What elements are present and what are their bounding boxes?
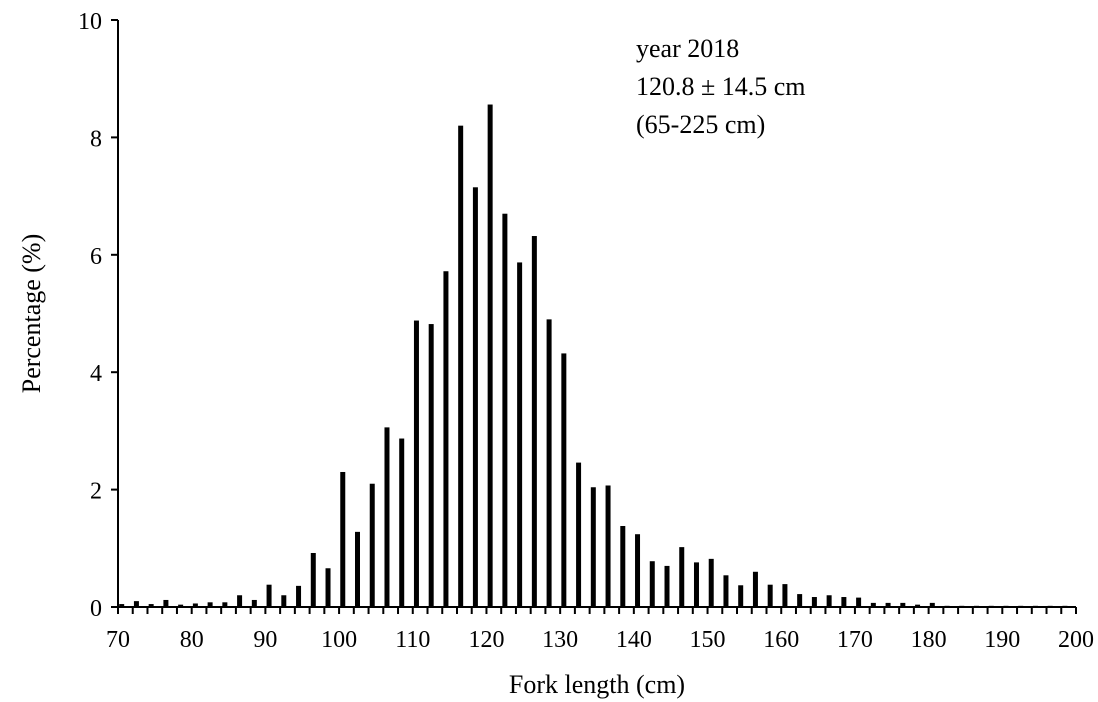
bar-94 (296, 585, 302, 607)
y-tick-label: 4 (90, 361, 102, 387)
bar-148 (693, 562, 699, 607)
x-tick-label: 110 (395, 627, 430, 653)
y-tick-label: 6 (90, 244, 102, 270)
bar-118 (472, 187, 478, 608)
x-tick-label: 170 (837, 627, 873, 653)
bar-132 (576, 462, 582, 607)
bar-70 (119, 604, 125, 607)
bar-116 (458, 125, 464, 607)
bar-144 (664, 565, 670, 607)
bar-110 (413, 320, 419, 607)
bar-120 (487, 104, 493, 607)
y-ticks-group: 0 2 4 6 8 10 (78, 9, 118, 622)
bar-76 (163, 599, 169, 607)
bar-172 (870, 602, 876, 607)
bar-166 (826, 595, 832, 607)
y-tick-label: 2 (90, 479, 102, 505)
bar-92 (281, 595, 287, 607)
bar-90 (266, 584, 272, 607)
y-tick-label: 8 (90, 126, 102, 152)
bar-80 (192, 603, 198, 607)
bar-128 (546, 319, 552, 607)
y-tick-label: 10 (78, 9, 102, 35)
x-tick-label: 190 (984, 627, 1020, 653)
bar-168 (841, 597, 847, 607)
bar-122 (502, 213, 508, 607)
bar-164 (811, 597, 817, 607)
bar-112 (428, 324, 434, 607)
bar-84 (222, 602, 228, 607)
bar-178 (915, 604, 921, 607)
x-tick-label: 180 (911, 627, 947, 653)
bar-130 (561, 353, 567, 607)
bar-176 (900, 602, 906, 607)
bar-106 (384, 427, 390, 607)
bar-180 (929, 602, 935, 607)
x-tick-label: 100 (321, 627, 357, 653)
x-tick-label: 90 (253, 627, 277, 653)
bar-152 (723, 575, 729, 607)
bar-158 (767, 584, 773, 607)
bar-146 (679, 547, 685, 607)
bar-88 (251, 599, 257, 607)
annotation-range: (65-225 cm) (636, 110, 765, 139)
x-tick-label: 150 (690, 627, 726, 653)
bar-136 (605, 485, 611, 607)
bar-78 (178, 604, 184, 607)
bar-104 (369, 483, 375, 607)
bar-86 (237, 595, 243, 607)
annotation-year: year 2018 (636, 34, 739, 63)
bar-156 (752, 571, 758, 607)
x-tick-label: 200 (1058, 627, 1094, 653)
bar-72 (133, 601, 139, 607)
x-axis-title: Fork length (cm) (509, 670, 685, 699)
y-tick-label: 0 (90, 596, 102, 622)
bar-114 (443, 271, 449, 607)
x-tick-label: 70 (106, 627, 130, 653)
bar-82 (207, 602, 213, 607)
bar-154 (738, 585, 744, 607)
x-tick-label: 140 (616, 627, 652, 653)
y-axis-title: Percentage (%) (17, 234, 46, 394)
bar-98 (325, 568, 331, 607)
x-tick-label: 130 (542, 627, 578, 653)
bar-124 (517, 262, 523, 607)
x-tick-label: 120 (468, 627, 504, 653)
bar-142 (649, 561, 655, 607)
bars-group (119, 104, 1068, 608)
bar-100 (340, 471, 346, 607)
x-ticks-group: 70 80 90 100 110 120 130 140 150 160 170 180 190 200 (106, 607, 1094, 653)
bar-140 (635, 534, 641, 607)
x-tick-label: 80 (180, 627, 204, 653)
bar-170 (856, 597, 862, 607)
bar-74 (148, 604, 154, 607)
bar-134 (590, 487, 596, 607)
x-tick-label: 160 (763, 627, 799, 653)
bar-96 (310, 552, 316, 607)
bar-162 (797, 594, 803, 607)
bar-138 (620, 525, 626, 607)
bar-102 (355, 531, 360, 607)
bar-126 (531, 236, 537, 608)
annotation-mean-sd: 120.8 ± 14.5 cm (636, 72, 806, 101)
bar-174 (885, 602, 891, 607)
bar-150 (708, 558, 714, 607)
bar-108 (399, 438, 405, 607)
bar-160 (782, 584, 788, 607)
